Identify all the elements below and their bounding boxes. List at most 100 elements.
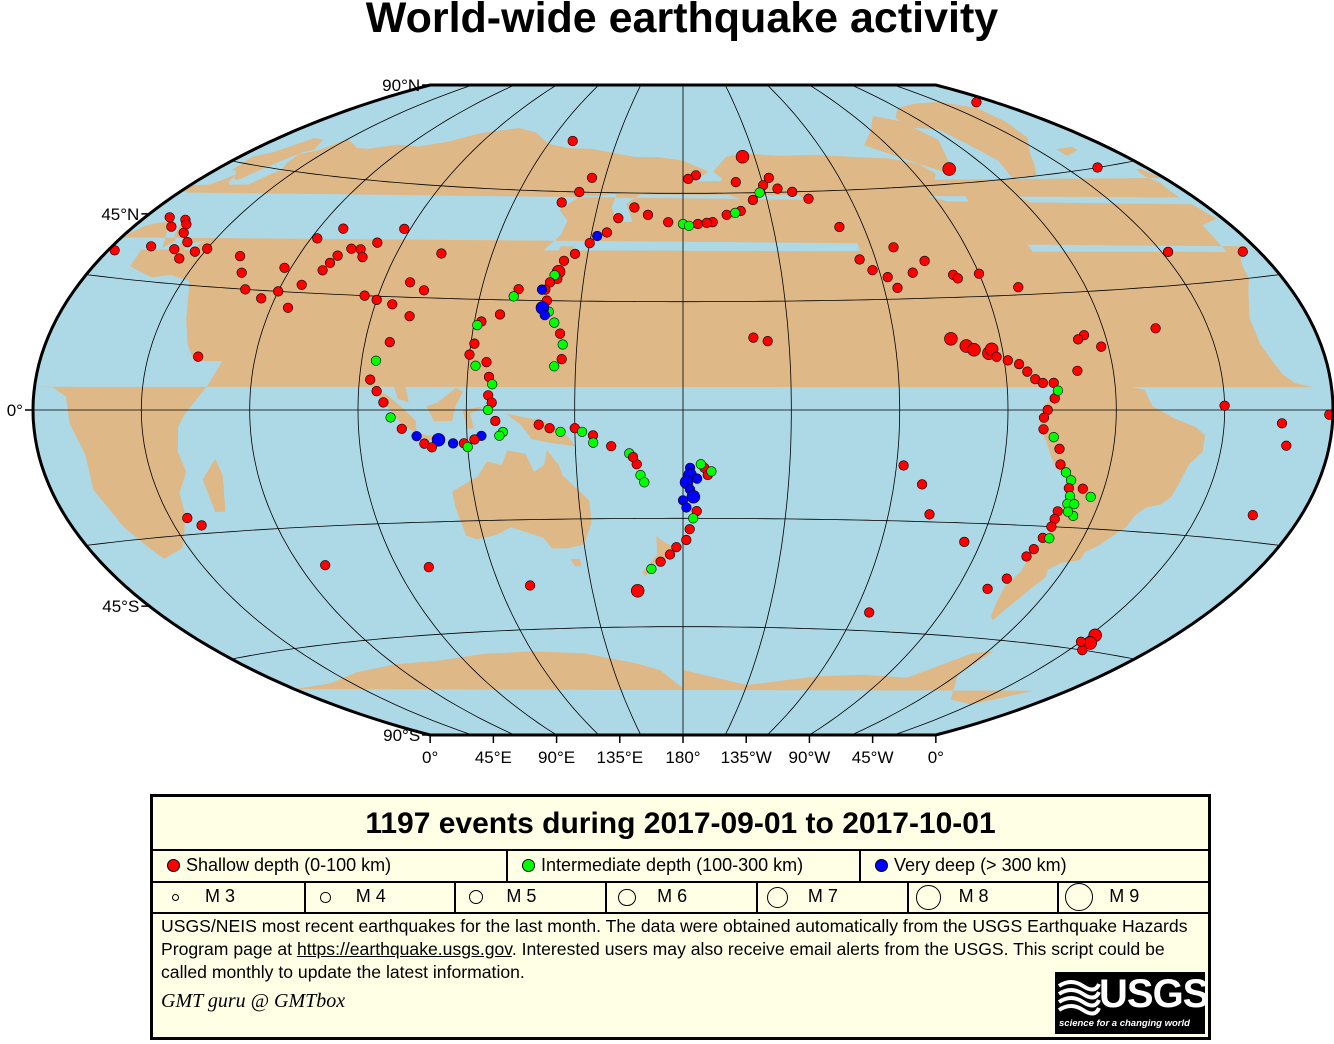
- magnitude-circle-icon: [1065, 883, 1094, 912]
- latitude-labels: 90°N 45°N 0° 45°S 90°S: [7, 76, 420, 745]
- earthquake-marker: [973, 268, 985, 279]
- earthquake-events: [109, 97, 1333, 656]
- earthquake-marker: [182, 512, 193, 524]
- earthquake-marker: [1062, 506, 1073, 517]
- earthquake-marker: [663, 217, 674, 228]
- earthquake-marker: [787, 186, 798, 197]
- magnitude-item: M 8: [907, 881, 1058, 912]
- earthquake-marker: [601, 227, 613, 238]
- earthquake-marker: [584, 238, 595, 249]
- blue-dot-icon: [875, 859, 888, 872]
- divider: [303, 881, 306, 912]
- magnitude-item: M 4: [304, 881, 455, 912]
- earthquake-marker: [317, 265, 328, 276]
- earthquake-marker: [182, 237, 193, 248]
- earthquake-marker: [1028, 543, 1039, 555]
- divider: [755, 881, 758, 912]
- earthquake-marker: [181, 219, 192, 230]
- description-part: . Interested users may also receive emai…: [161, 939, 1165, 982]
- earthquake-marker: [967, 343, 981, 357]
- earthquake-marker: [1002, 355, 1013, 366]
- magnitude-item: M 6: [605, 881, 756, 912]
- earthquake-marker: [1085, 491, 1096, 503]
- land-polygon: [121, 128, 1248, 403]
- earthquake-marker: [1072, 365, 1083, 376]
- description-part: USGS/NEIS most recent earthquakes for th…: [161, 916, 1188, 959]
- lat-label: 90°N: [382, 76, 420, 95]
- earthquake-marker: [312, 233, 323, 244]
- earthquake-marker: [1077, 644, 1088, 656]
- earthquake-marker: [549, 270, 560, 281]
- legend-box: 1197 events during 2017-09-01 to 2017-10…: [150, 794, 1211, 1040]
- earthquake-marker: [164, 212, 175, 223]
- earthquake-marker: [1001, 573, 1012, 584]
- earthquake-marker: [691, 473, 703, 484]
- depth-item-deep: Very deep (> 300 km): [861, 849, 1067, 881]
- earthquake-marker: [236, 267, 247, 278]
- earthquake-marker: [567, 135, 578, 147]
- earthquake-marker: [942, 162, 956, 176]
- earthquake-marker: [372, 237, 383, 248]
- earthquake-marker: [1072, 334, 1084, 345]
- magnitude-label: M 6: [657, 886, 688, 906]
- earthquake-marker: [919, 255, 930, 267]
- earthquake-marker: [867, 265, 878, 276]
- earthquake-marker: [202, 243, 213, 254]
- land-polygon: [202, 458, 226, 513]
- earthquake-marker: [384, 337, 395, 348]
- map-ticks: [24, 84, 937, 743]
- earthquake-marker: [490, 415, 501, 427]
- usgs-wordmark: USGS: [1099, 972, 1209, 1016]
- earthquake-marker: [1077, 483, 1088, 494]
- earthquake-marker: [959, 536, 970, 548]
- magnitude-label: M 5: [506, 886, 537, 906]
- earthquake-marker: [359, 290, 370, 301]
- earthquake-marker: [558, 255, 570, 266]
- earthquake-marker: [418, 285, 430, 296]
- earthquake-marker: [1150, 323, 1161, 334]
- earthquake-marker: [1247, 509, 1258, 521]
- divider: [859, 849, 861, 881]
- earthquake-marker: [664, 549, 676, 560]
- land-polygon: [315, 371, 328, 383]
- earthquake-marker: [681, 502, 692, 513]
- earthquake-marker: [557, 339, 568, 350]
- earthquake-marker: [426, 442, 438, 453]
- earthquake-marker: [721, 209, 732, 220]
- earthquake-marker: [882, 272, 893, 283]
- earthquake-marker: [639, 477, 650, 488]
- earthquake-marker: [684, 524, 695, 535]
- earthquake-marker: [533, 419, 544, 430]
- earthquake-marker: [556, 354, 567, 365]
- lon-label: 180°: [665, 748, 700, 767]
- earthquake-marker: [332, 250, 343, 261]
- earthquake-marker: [606, 441, 617, 452]
- earthquake-marker: [549, 317, 560, 328]
- lon-label: 45°E: [475, 748, 512, 767]
- magnitude-label: M 3: [205, 886, 236, 906]
- earthquake-marker: [508, 291, 519, 302]
- parallel-line: [231, 626, 1135, 660]
- depth-label: Intermediate depth (100-300 km): [541, 855, 804, 875]
- usgs-logo: USGS science for a changing world: [1055, 972, 1209, 1034]
- earthquake-marker: [592, 230, 603, 242]
- earthquake-marker: [536, 284, 548, 295]
- usgs-link[interactable]: https://earthquake.usgs.gov: [296, 939, 512, 959]
- earthquake-marker: [1276, 418, 1288, 429]
- map-title: World-wide earthquake activity: [365, 0, 999, 42]
- earthquake-marker: [387, 299, 398, 310]
- earthquake-marker: [196, 520, 207, 531]
- earthquake-marker: [1055, 459, 1066, 470]
- land-polygon: [864, 116, 957, 176]
- land-polygon: [513, 260, 561, 297]
- earthquake-marker: [1096, 341, 1107, 352]
- land-polygon: [294, 651, 1034, 735]
- earthquake-marker: [646, 563, 657, 575]
- earthquake-marker: [1038, 424, 1049, 435]
- earthquake-marker: [1046, 521, 1057, 532]
- earthquake-marker: [549, 361, 560, 372]
- magnitude-circle-icon: [171, 893, 179, 901]
- depth-legend: Shallow depth (0-100 km) Intermediate de…: [153, 849, 1208, 883]
- earthquake-marker: [396, 423, 407, 434]
- earthquake-marker: [1069, 499, 1080, 510]
